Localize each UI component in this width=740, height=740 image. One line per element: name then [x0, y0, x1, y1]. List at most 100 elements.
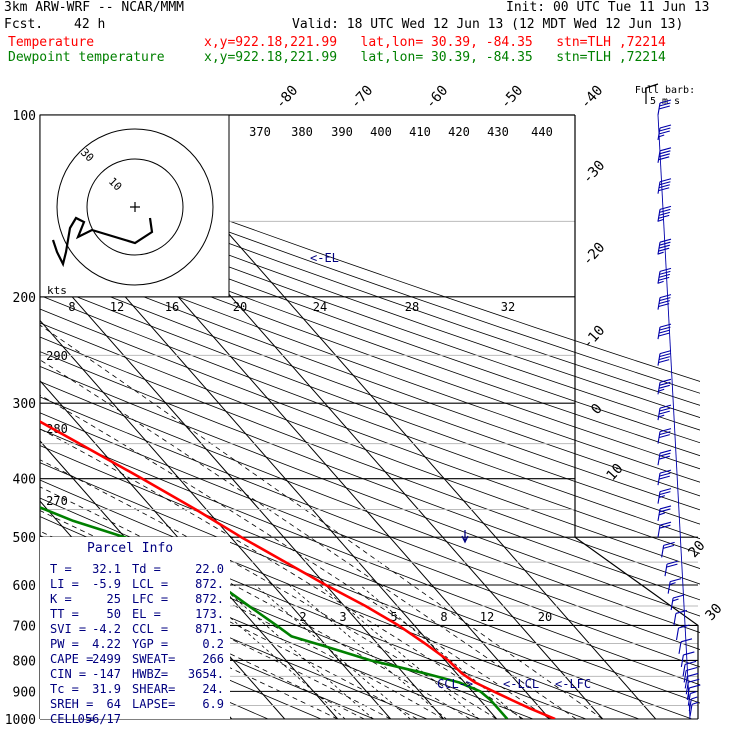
wind-barb-half	[658, 134, 665, 138]
wind-barb-flag	[659, 428, 672, 433]
wind-barbs	[657, 99, 701, 720]
parcel-field-label: LCL =	[132, 577, 168, 591]
potential-temperature-label: 290	[46, 349, 68, 363]
wind-barb-flag	[659, 407, 671, 412]
wind-barb-flag	[659, 491, 671, 496]
moist-adiabat	[40, 530, 418, 719]
isotherm-label: 20	[685, 538, 708, 561]
parcel-field-value: 31.9	[92, 682, 121, 696]
wind-barb-half	[658, 495, 665, 499]
pressure-tick-label: 1000	[5, 713, 36, 728]
wind-barb-flag	[658, 273, 670, 278]
parcel-field-label: LFC =	[132, 592, 168, 606]
wind-barb-flag	[658, 332, 670, 337]
wind-barb-flag	[658, 184, 670, 189]
wind-barb-flag	[659, 378, 672, 383]
mixing-ratio-label: 16	[165, 300, 179, 314]
lower-mixing-ratio-label: 8	[440, 610, 447, 624]
temperature-legend-label: Temperature	[8, 35, 95, 50]
wind-barb-flag	[659, 208, 671, 213]
wind-barb-flag	[658, 329, 670, 334]
parcel-field-label: T =	[50, 562, 72, 576]
wind-barb-flag	[659, 297, 671, 302]
wind-barb-staff	[688, 698, 692, 712]
pressure-tick-label: 800	[13, 654, 36, 669]
isotherm	[40, 319, 392, 719]
wind-barb-flag	[659, 350, 672, 355]
potential-temperature-label: 280	[46, 422, 68, 436]
wind-barb-staff	[680, 654, 684, 668]
parcel-field-value: 4.22	[92, 637, 121, 651]
wind-barb-flag	[658, 434, 670, 439]
isotherm-label: 30	[702, 601, 725, 624]
wind-barb-flag	[659, 270, 671, 275]
wind-barb-half	[657, 251, 664, 255]
parcel-field-label: CIN =	[50, 667, 86, 681]
wind-barb-flag	[670, 578, 682, 583]
wind-barb-flag	[659, 431, 671, 436]
wind-barb-half	[657, 280, 664, 284]
parcel-field-value: 2499	[92, 652, 121, 666]
mixing-ratio-label: 8	[68, 300, 75, 314]
dry-adiabat	[40, 149, 700, 382]
hodograph-trace	[51, 216, 154, 268]
wind-staff-axis	[657, 114, 691, 720]
parcel-field-value: 25	[107, 592, 121, 606]
wind-barb-half	[658, 512, 665, 516]
wind-barb-flag	[659, 150, 671, 155]
potential-temperature-label: 400	[370, 125, 392, 139]
potential-temperature-label: 430	[487, 125, 509, 139]
wind-barb-flag	[675, 609, 688, 614]
wind-barb-staff	[687, 693, 691, 706]
wind-barb-staff	[685, 682, 689, 695]
wind-barb-flag	[680, 638, 693, 643]
wind-barb-flag	[658, 300, 670, 305]
hodograph-units-label: kts	[47, 284, 67, 297]
wind-barb-flag	[659, 205, 672, 210]
parcel-info-box: Parcel Info T = 32.1 Td = 22.0 LI = -5.9 LCL = 8…	[40, 537, 230, 726]
wind-barb-flag	[659, 127, 671, 132]
wind-barb-half	[669, 582, 676, 586]
mixing-ratio-label: 32	[501, 300, 515, 314]
wind-barb-flag	[658, 475, 670, 480]
mixing-ratio-label: 28	[405, 300, 419, 314]
wind-barb-flag	[659, 323, 672, 328]
lower-mixing-ratio-label: 2	[299, 610, 306, 624]
parcel-field-label: CCL =	[132, 622, 168, 636]
wind-barb-staff	[661, 545, 665, 558]
isotherm-label: 10	[603, 461, 626, 484]
forecast-hour: 42 h	[74, 17, 106, 32]
parcel-field-value: 22.0	[195, 562, 224, 576]
wind-barb-staff	[664, 564, 668, 577]
wind-barb-flag	[659, 124, 672, 129]
wind-barb-flag	[658, 359, 670, 364]
parcel-field-value: 50	[107, 607, 121, 621]
parcel-field-label: K =	[50, 592, 72, 606]
wind-barb-flag	[663, 541, 675, 546]
wind-barb-flag	[658, 303, 670, 308]
moist-adiabat	[40, 324, 603, 719]
parcel-field-value: 173.	[195, 607, 224, 621]
isotherm	[40, 259, 445, 719]
parcel-field-value: 056/17	[78, 712, 121, 726]
wind-barb-staff	[678, 641, 682, 654]
parcel-info-title: Parcel Info	[87, 541, 173, 556]
parcel-field-label: EL =	[132, 607, 161, 621]
parcel-field-label: SHEAR=	[132, 682, 175, 696]
potential-temperature-label: 370	[249, 125, 271, 139]
moist-adiabat	[40, 394, 550, 719]
wind-barb-flag	[659, 326, 671, 331]
wind-barb-staff	[683, 670, 687, 683]
parcel-field-label: CAPE =	[50, 652, 93, 666]
parcel-field-value: 3654.	[188, 667, 224, 681]
wind-barb-flag	[678, 624, 690, 629]
wind-barb-flag	[659, 449, 672, 454]
temperature-legend-info: x,y=922.18,221.99 lat,lon= 30.39, -84.35…	[204, 35, 666, 50]
potential-temperature-label: 440	[531, 125, 553, 139]
pressure-tick-label: 700	[13, 619, 36, 634]
wind-barb-flag	[662, 544, 675, 549]
hodograph-ring-outer	[56, 128, 214, 286]
isotherm-label: -30	[580, 158, 609, 188]
mixing-ratio-label: 20	[233, 300, 247, 314]
